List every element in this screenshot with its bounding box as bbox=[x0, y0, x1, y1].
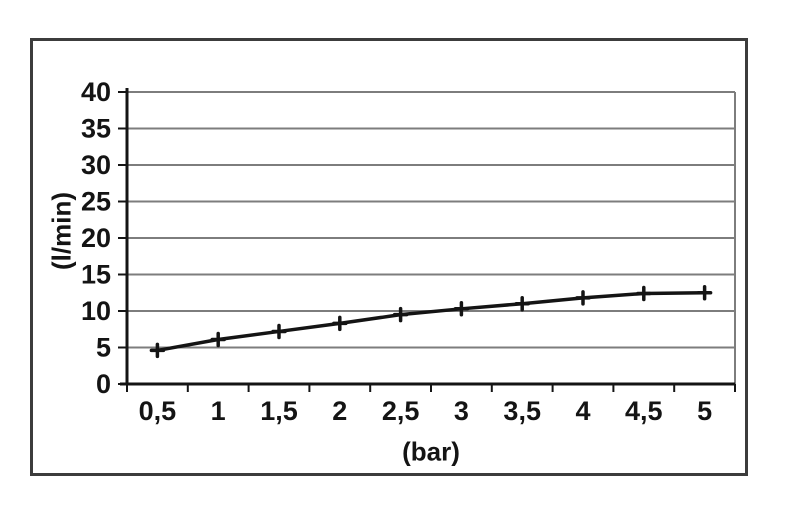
x-tick-label: 3,5 bbox=[503, 396, 541, 426]
x-axis-title: (bar) bbox=[402, 436, 460, 467]
x-tick-label: 4 bbox=[575, 396, 590, 426]
data-point-marker bbox=[210, 331, 226, 348]
y-tick-label: 25 bbox=[81, 187, 111, 217]
x-tick-label: 1,5 bbox=[260, 396, 298, 426]
data-line bbox=[157, 291, 705, 353]
data-point-marker bbox=[696, 285, 713, 301]
data-point-marker bbox=[271, 323, 287, 340]
y-tick-label: 40 bbox=[81, 77, 111, 107]
data-point-marker bbox=[575, 290, 591, 306]
x-tick-label: 3 bbox=[454, 396, 469, 426]
data-point-marker bbox=[453, 301, 470, 317]
y-tick-label: 5 bbox=[96, 333, 111, 363]
y-tick-label: 0 bbox=[96, 369, 111, 399]
x-tick-label: 0,5 bbox=[139, 396, 177, 426]
x-tick-label: 1 bbox=[211, 396, 226, 426]
y-tick-label: 35 bbox=[81, 114, 111, 144]
data-point-marker bbox=[332, 315, 348, 332]
y-tick-label: 15 bbox=[81, 260, 111, 290]
x-tick-label: 5 bbox=[697, 396, 712, 426]
data-point-marker bbox=[514, 295, 530, 312]
x-tick-label: 2,5 bbox=[382, 396, 420, 426]
y-tick-label: 30 bbox=[81, 150, 111, 180]
figure-border bbox=[30, 38, 748, 476]
data-point-marker bbox=[392, 306, 409, 323]
data-point-marker bbox=[636, 285, 652, 302]
data-point-marker bbox=[149, 342, 166, 359]
x-tick-label: 4,5 bbox=[625, 396, 663, 426]
x-tick-label: 2 bbox=[332, 396, 347, 426]
y-tick-label: 20 bbox=[81, 223, 111, 253]
y-tick-label: 10 bbox=[81, 296, 111, 326]
y-axis-title: (l/min) bbox=[46, 192, 77, 270]
